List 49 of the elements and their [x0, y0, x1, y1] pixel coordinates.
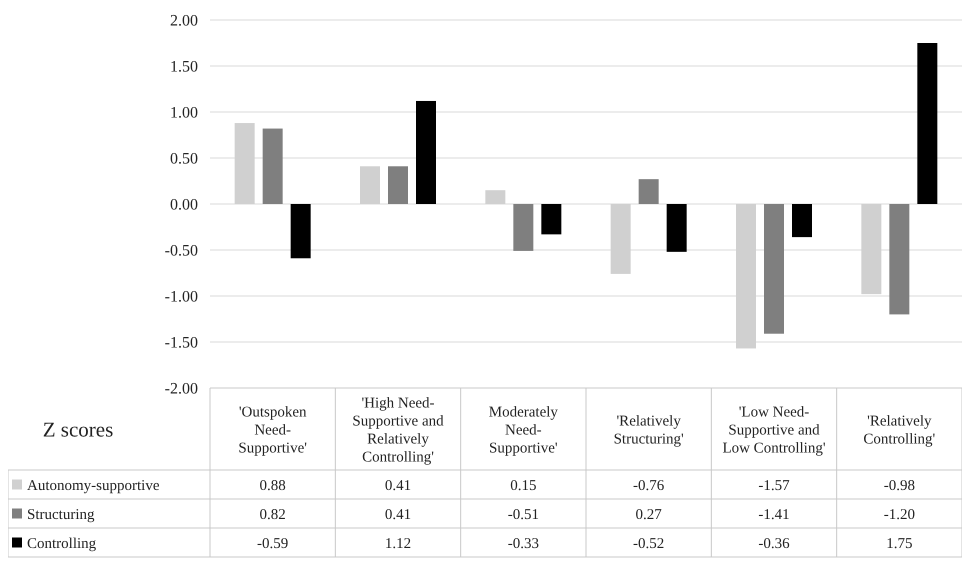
- data-label: 0.88: [260, 478, 286, 494]
- data-label: -0.52: [633, 536, 664, 552]
- bar: [541, 204, 562, 234]
- y-tick-label: -1.50: [164, 334, 198, 352]
- y-tick-label: -1.00: [164, 288, 198, 306]
- x-tick-label: 'Low Need-Supportive and Low Controlling': [722, 404, 826, 456]
- y-tick-label: 0.00: [170, 196, 198, 214]
- x-tick-label: 'Relatively Controlling': [863, 413, 936, 448]
- legend-label: Autonomy-supportive: [27, 478, 160, 494]
- data-label: -1.57: [758, 478, 790, 494]
- x-tick-label: Moderately Need-Supportive': [488, 404, 558, 456]
- data-label: 0.27: [636, 506, 662, 523]
- y-tick-label: 2.00: [170, 12, 198, 30]
- legend-label: Structuring: [27, 506, 95, 523]
- bar: [388, 166, 408, 204]
- data-label: -1.20: [884, 506, 915, 523]
- y-tick-label: -0.50: [164, 242, 198, 260]
- y-tick-label: 1.00: [170, 104, 198, 122]
- bar: [262, 128, 283, 204]
- legend-label: Controlling: [27, 536, 97, 552]
- y-tick-label: -2.00: [164, 380, 198, 398]
- bar: [917, 43, 938, 204]
- bar: [638, 179, 659, 204]
- bar: [666, 204, 687, 252]
- data-label: -0.59: [257, 536, 288, 552]
- data-label: -0.51: [508, 506, 539, 523]
- x-tick-label: 'High Need-Supportive and Relatively Controlling': [352, 395, 444, 466]
- data-label: -1.41: [758, 506, 790, 523]
- y-axis-title: Z scores: [42, 417, 114, 442]
- bar: [792, 204, 812, 238]
- bar: [416, 100, 436, 204]
- bar: [889, 204, 910, 314]
- bar: [764, 204, 784, 334]
- data-label: 0.15: [510, 478, 536, 494]
- data-label: 0.41: [384, 506, 412, 523]
- data-label: -0.98: [884, 478, 915, 494]
- data-label: 0.82: [260, 506, 286, 523]
- data-label: 0.41: [384, 478, 412, 494]
- x-tick-label: 'Relatively Structuring': [614, 413, 684, 448]
- bar: [290, 204, 311, 258]
- data-label: -0.76: [633, 478, 665, 494]
- data-label: -0.36: [758, 536, 790, 552]
- data-label: 1.75: [886, 536, 912, 552]
- data-label: -0.33: [508, 536, 539, 552]
- data-label: 1.12: [384, 536, 412, 552]
- x-tick-label: 'Outspoken Need-Supportive': [238, 404, 308, 456]
- y-tick-label: 0.50: [170, 150, 198, 168]
- y-tick-label: 1.50: [170, 58, 198, 76]
- bar: [513, 204, 534, 251]
